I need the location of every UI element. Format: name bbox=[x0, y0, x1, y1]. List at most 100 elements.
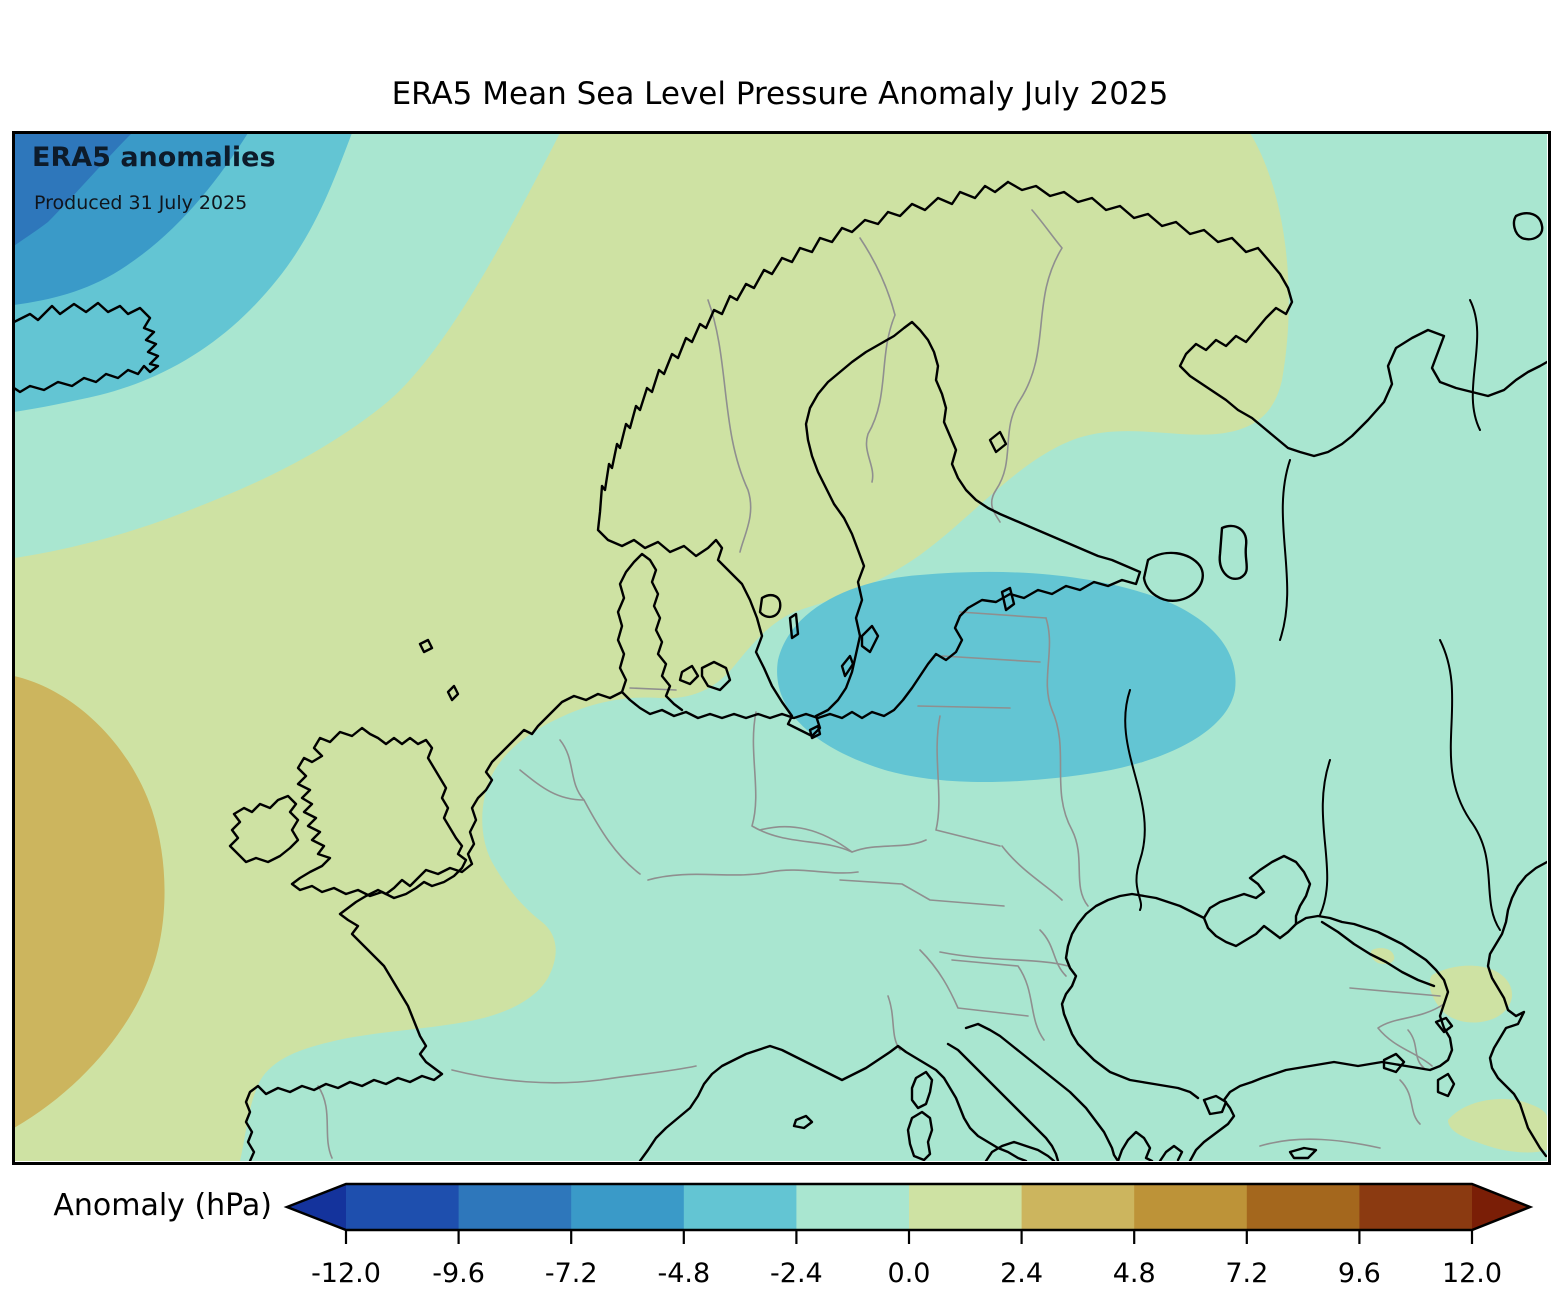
colorbar-tick-label: 9.6 bbox=[1338, 1258, 1381, 1289]
colorbar-tick-label: -7.2 bbox=[545, 1258, 598, 1289]
contour-region-nw-darkblue bbox=[14, 133, 132, 246]
lake-onega bbox=[1218, 524, 1248, 580]
colorbar-arrow-right bbox=[1472, 1184, 1530, 1230]
colorbar-tick-label: 4.8 bbox=[1113, 1258, 1156, 1289]
coastline-balkan-adriatic bbox=[964, 1022, 1120, 1161]
border-sweden-finland bbox=[859, 237, 896, 483]
lake-van bbox=[1382, 1052, 1406, 1074]
border-france-spain bbox=[451, 1065, 697, 1084]
border-russia-belarus bbox=[1045, 617, 1089, 907]
colorbar-tick-label: 12.0 bbox=[1442, 1258, 1502, 1289]
border-baltics-3 bbox=[917, 705, 1011, 709]
page-title: ERA5 Mean Sea Level Pressure Anomaly Jul… bbox=[391, 76, 1169, 112]
border-turkey-iran bbox=[1399, 1079, 1421, 1125]
colorbar-segment bbox=[1246, 1184, 1360, 1230]
island-shetland bbox=[446, 684, 460, 702]
coastline-kola-whitesea bbox=[1006, 180, 1547, 458]
island-faroe bbox=[418, 638, 434, 654]
border-alps bbox=[647, 869, 859, 881]
border-turkey-syria bbox=[1259, 1138, 1381, 1149]
lake-vattern bbox=[788, 612, 800, 640]
island-cyprus bbox=[1288, 1146, 1318, 1160]
ridge-caucasus bbox=[1320, 920, 1436, 988]
colorbar-tick-label: -2.4 bbox=[770, 1258, 823, 1289]
river-don bbox=[1319, 759, 1331, 916]
colorbar: -12.0 -9.6 -7.2 -4.8 -2.4 0.0 2.4 4.8 7.2 9.6 12.0 bbox=[0, 1160, 1560, 1305]
colorbar-arrow-left bbox=[287, 1184, 346, 1230]
coastline-crimea-azov bbox=[1202, 854, 1312, 948]
border-balkans-1 bbox=[919, 949, 1029, 1017]
coastline-west-europe bbox=[244, 690, 624, 1161]
map-svg bbox=[14, 133, 1547, 1161]
island-gotland bbox=[860, 624, 880, 654]
border-norway-sweden bbox=[707, 299, 752, 553]
island-bornholm bbox=[808, 724, 822, 740]
colorbar-tick-label: 0.0 bbox=[888, 1258, 931, 1289]
lake-peipus bbox=[1000, 586, 1016, 612]
coastline-layer bbox=[14, 180, 1547, 1161]
border-baltics-1 bbox=[959, 611, 1047, 619]
border-georgia-russia bbox=[1349, 987, 1441, 997]
colorbar-svg: -12.0 -9.6 -7.2 -4.8 -2.4 0.0 2.4 4.8 7.2 9.6 12.0 bbox=[283, 1182, 1534, 1289]
border-spain-portugal bbox=[317, 1085, 333, 1159]
coastline-ireland bbox=[228, 794, 300, 864]
contour-region-caucasus-patch bbox=[1429, 965, 1513, 1023]
map-canvas bbox=[14, 133, 1547, 1161]
island-oland bbox=[840, 654, 855, 678]
colorbar-tick-label: -9.6 bbox=[432, 1258, 485, 1289]
colorbar-segment bbox=[346, 1184, 460, 1230]
colorbar-segment bbox=[683, 1184, 797, 1230]
river-pechora bbox=[1469, 299, 1481, 431]
lake-saimaa bbox=[988, 430, 1008, 454]
border-ukraine-romania bbox=[1001, 845, 1063, 901]
rivers bbox=[1124, 299, 1501, 931]
contour-region-caucasus-patch-small bbox=[1370, 948, 1395, 965]
country-borders-layer bbox=[317, 209, 1445, 1159]
colorbar-segment bbox=[1359, 1184, 1473, 1230]
colorbar-tick-label: -4.8 bbox=[657, 1258, 710, 1289]
contour-fill-layer bbox=[14, 133, 1547, 1161]
colorbar-label: Anomaly (hPa) bbox=[53, 1188, 272, 1223]
colorbar-segment bbox=[909, 1184, 1023, 1230]
border-armenia-azerbaijan bbox=[1407, 1029, 1425, 1069]
island-majorca bbox=[792, 1114, 814, 1130]
contour-region-atlantic-high bbox=[14, 676, 165, 1128]
lake-urmia bbox=[1436, 1072, 1456, 1098]
coastline-iceland bbox=[14, 301, 160, 394]
lake-marmara bbox=[1202, 1094, 1228, 1116]
border-belgium bbox=[519, 769, 585, 801]
colorbar-tick-label: 7.2 bbox=[1225, 1258, 1268, 1289]
contour-region-positive-band bbox=[14, 133, 1289, 1161]
colorbar-segment bbox=[571, 1184, 685, 1230]
lake-sevan bbox=[1434, 1016, 1454, 1034]
border-austria-hungary bbox=[839, 879, 1005, 907]
map-produced-label: Produced 31 July 2025 bbox=[34, 192, 248, 214]
contour-region-baltic-low bbox=[777, 571, 1236, 783]
colorbar-segment bbox=[458, 1184, 572, 1230]
island-corsica bbox=[910, 1070, 934, 1110]
river-dvina bbox=[1279, 459, 1291, 641]
coastline-greece bbox=[1116, 1130, 1184, 1161]
island-sardinia bbox=[906, 1110, 934, 1161]
island-novaya bbox=[1512, 212, 1544, 241]
colorbar-segment bbox=[1134, 1184, 1248, 1230]
border-germany-poland bbox=[751, 711, 927, 853]
coastline-turkey-blacksea bbox=[1188, 914, 1454, 1161]
coastline-caspian bbox=[1486, 860, 1547, 1158]
coastline-italy-adriatic-west bbox=[946, 1042, 1060, 1161]
colorbar-tick-label: -12.0 bbox=[311, 1258, 381, 1289]
border-finland-russia bbox=[991, 209, 1063, 523]
lake-ladoga bbox=[1142, 551, 1204, 602]
island-zealand bbox=[700, 660, 732, 692]
island-funen bbox=[678, 664, 700, 686]
border-poland-belarus bbox=[935, 715, 1001, 847]
border-balkans-2 bbox=[951, 959, 1045, 1041]
border-czech bbox=[759, 825, 853, 853]
lake-vanern bbox=[758, 594, 782, 619]
river-volga bbox=[1439, 639, 1501, 931]
border-baltics-2 bbox=[941, 655, 1041, 663]
river-dnieper bbox=[1124, 689, 1146, 911]
border-moldova bbox=[1039, 929, 1067, 977]
island-sicily bbox=[984, 1140, 1056, 1161]
